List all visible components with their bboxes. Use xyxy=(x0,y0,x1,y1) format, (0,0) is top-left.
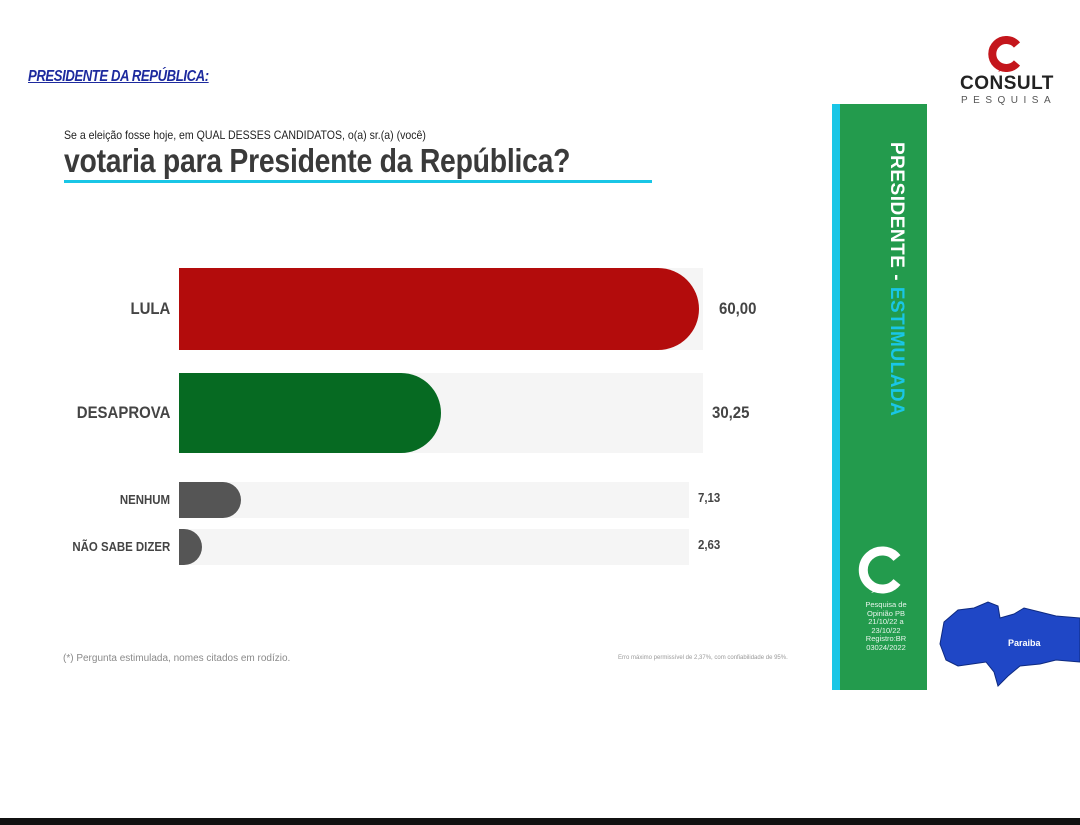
margin-of-error-note: Erro máximo permissível de 2,37%, com co… xyxy=(618,655,788,661)
section-link[interactable]: PRESIDENTE DA REPÚBLICA: xyxy=(28,68,209,85)
map-label: Paraiba xyxy=(1008,638,1041,648)
category-label: NENHUM xyxy=(119,492,170,508)
consult-logo-icon xyxy=(988,36,1021,72)
footnote: (*) Pergunta estimulada, nomes citados e… xyxy=(63,653,291,664)
bar xyxy=(179,482,241,518)
page-title: votaria para Presidente da República? xyxy=(64,142,571,179)
side-title-part2: ESTIMULADA xyxy=(886,286,907,417)
logo-subtitle: PESQUISA xyxy=(961,95,1057,106)
bar-track xyxy=(179,529,689,565)
survey-info-line: 03024/2022 xyxy=(866,642,906,652)
side-title-part1: PRESIDENTE - xyxy=(886,142,907,287)
bar xyxy=(179,268,699,350)
survey-info: Pesquisa de Opinião PB 21/10/22 a 23/10/… xyxy=(844,600,928,652)
value-label: 30,25 xyxy=(712,402,750,422)
category-label: NÃO SABE DIZER xyxy=(72,539,170,555)
survey-info-line: Opinião PB xyxy=(867,608,905,618)
logo-wordmark: CONSULT xyxy=(960,73,1054,94)
consult-logo-white-icon xyxy=(858,546,901,594)
bar-track xyxy=(179,482,689,518)
value-label: 7,13 xyxy=(698,490,721,506)
value-label: 60,00 xyxy=(719,298,757,318)
category-label: LULA xyxy=(130,298,170,318)
survey-info-line: Registro:BR xyxy=(865,634,907,643)
side-panel-title: PRESIDENTE - ESTIMULADA xyxy=(885,142,907,416)
question-text: Se a eleição fosse hoje, em QUAL DESSES … xyxy=(64,128,426,142)
side-panel-stripe xyxy=(832,104,840,690)
bar xyxy=(179,529,202,565)
survey-info-line: Pesquisa de xyxy=(865,600,907,609)
title-underline xyxy=(64,180,652,183)
bottom-bar xyxy=(0,818,1080,825)
survey-info-line: 23/10/22 xyxy=(871,625,901,635)
bar xyxy=(179,373,442,453)
bar-track xyxy=(179,373,703,453)
value-label: 2,63 xyxy=(698,537,721,553)
paraiba-map-icon xyxy=(939,601,1080,687)
category-label: DESAPROVA xyxy=(76,402,170,422)
bar-track xyxy=(179,268,703,350)
survey-info-line: 21/10/22 a xyxy=(868,617,904,626)
